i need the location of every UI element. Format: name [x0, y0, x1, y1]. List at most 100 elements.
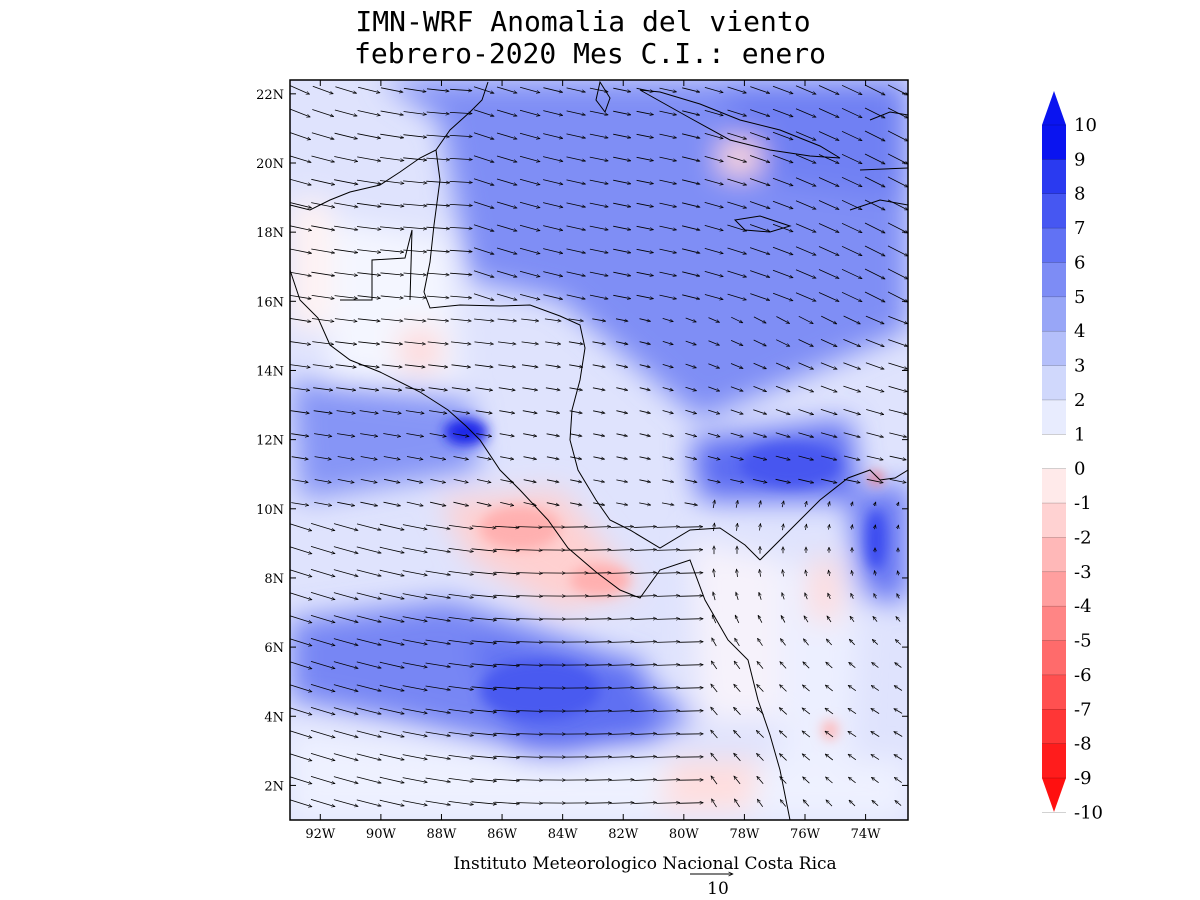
wind-vector	[639, 502, 651, 505]
wind-vector	[894, 777, 902, 783]
wind-vector	[609, 665, 634, 666]
wind-vector	[333, 684, 358, 692]
colorbar-bottom-arrow	[1042, 778, 1066, 812]
wind-vector	[521, 341, 539, 344]
wind-vector	[517, 665, 542, 666]
wind-vector	[589, 179, 608, 184]
wind-vector	[656, 780, 680, 781]
wind-vector	[379, 569, 404, 576]
wind-vector	[403, 134, 426, 138]
wind-vector	[334, 225, 358, 230]
wind-vector	[613, 294, 630, 298]
wind-vector	[473, 201, 494, 209]
wind-vector	[496, 132, 517, 139]
wind-vector	[795, 154, 816, 164]
wind-vector	[798, 409, 813, 414]
wind-vector	[775, 385, 790, 392]
wind-vector	[452, 433, 469, 437]
colorbar-segment	[1042, 365, 1066, 401]
wind-vector	[888, 362, 907, 369]
wind-vector	[312, 341, 333, 345]
wind-vector	[499, 433, 515, 437]
wind-vector	[450, 295, 471, 298]
wind-vector	[379, 180, 404, 184]
wind-vector	[381, 341, 402, 344]
wind-vector	[333, 615, 358, 623]
wind-vector	[500, 456, 514, 460]
wind-vector	[545, 387, 560, 390]
colorbar-label: -5	[1074, 631, 1092, 652]
wind-vector	[473, 86, 494, 94]
wind-vector	[874, 502, 876, 507]
wind-vector	[803, 777, 810, 784]
wind-vector	[775, 455, 790, 460]
wind-vector	[616, 364, 628, 368]
wind-vector	[566, 179, 586, 184]
wind-vector	[897, 502, 900, 507]
wind-vector	[753, 455, 767, 460]
wind-vector	[757, 615, 763, 623]
wind-vector	[426, 181, 449, 183]
wind-vector	[753, 386, 767, 391]
wind-vector	[517, 803, 542, 804]
wind-vector	[616, 387, 627, 391]
lon-tick-label: 86W	[487, 827, 518, 842]
colorbar-segment	[1042, 674, 1066, 710]
wind-vector	[772, 269, 793, 278]
wind-vector	[616, 502, 628, 505]
wind-vector	[586, 711, 612, 712]
wind-vector	[780, 777, 787, 784]
wind-vector	[711, 615, 717, 624]
wind-vector	[656, 596, 679, 597]
wind-vector	[707, 456, 720, 459]
wind-vector	[356, 546, 381, 553]
colorbar-label: 6	[1074, 252, 1085, 273]
wind-vector	[290, 364, 310, 368]
wind-vector	[310, 523, 335, 530]
wind-vector	[425, 570, 451, 575]
wind-vector	[775, 478, 791, 482]
wind-vector	[337, 433, 355, 437]
wind-vector	[613, 248, 631, 253]
wind-vector	[570, 502, 582, 505]
wind-vector	[311, 248, 334, 253]
wind-vector	[356, 707, 381, 714]
colorbar-segment	[1042, 228, 1066, 263]
wind-vector	[290, 546, 312, 554]
wind-vector	[656, 688, 680, 689]
wind-vector	[871, 777, 879, 784]
wind-vector	[875, 525, 876, 530]
wind-vector	[496, 109, 517, 116]
wind-vector	[852, 525, 853, 530]
wind-vector	[543, 294, 562, 300]
wind-vector	[333, 523, 358, 531]
wind-vector	[779, 708, 788, 715]
wind-vector	[471, 686, 497, 689]
wind-vector	[310, 684, 335, 691]
wind-vector	[818, 223, 839, 233]
wind-vector	[820, 385, 837, 392]
wind-vector	[498, 364, 515, 367]
wind-vector	[708, 386, 719, 391]
wind-vector	[864, 199, 885, 211]
wind-vector	[380, 157, 404, 160]
wind-vector	[402, 524, 427, 530]
wind-vector	[795, 108, 816, 118]
wind-vector	[448, 686, 474, 689]
wind-vector	[494, 572, 520, 574]
wind-vector	[496, 247, 517, 254]
wind-vector	[802, 754, 811, 761]
wind-vector	[356, 638, 381, 645]
wind-vector	[874, 571, 875, 576]
wind-vector	[682, 133, 700, 138]
wind-vector	[380, 87, 403, 92]
wind-vector	[679, 527, 703, 528]
wind-vector	[704, 225, 723, 230]
wind-vector	[425, 524, 450, 529]
colorbar-top-arrow	[1042, 91, 1066, 125]
wind-vector	[782, 593, 784, 600]
wind-vector	[841, 84, 862, 96]
wind-vector	[314, 502, 332, 505]
wind-vector	[380, 249, 404, 252]
wind-vector	[519, 201, 540, 207]
